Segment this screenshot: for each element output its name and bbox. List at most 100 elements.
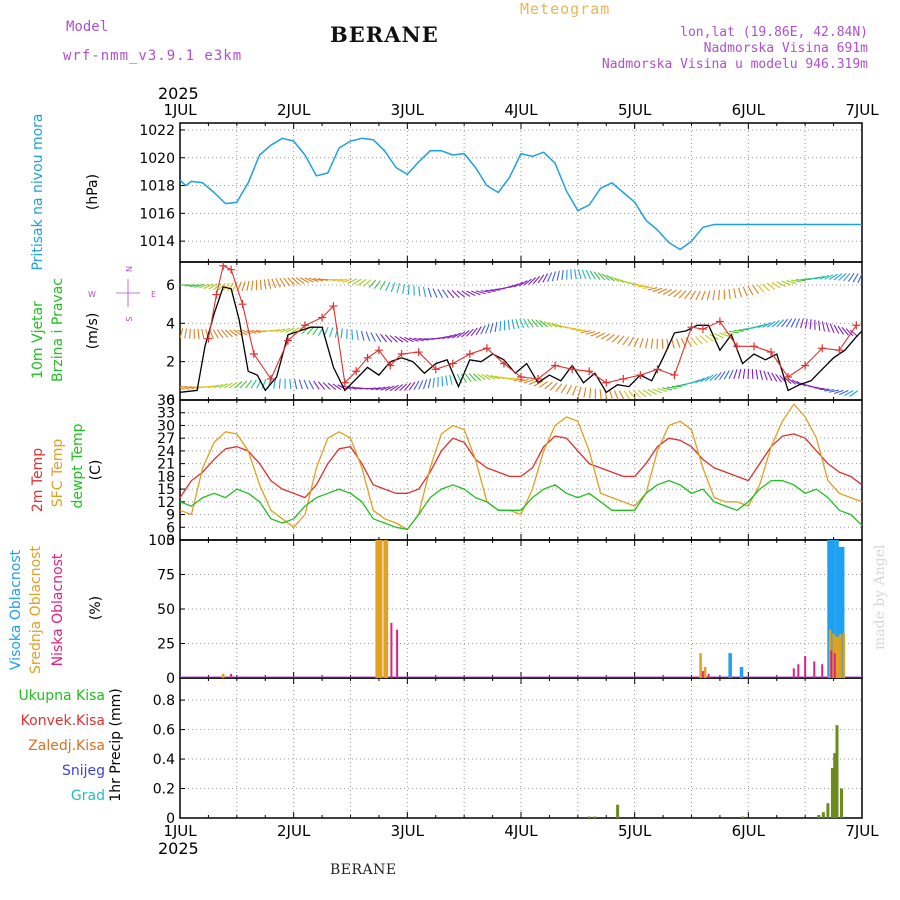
wind-arrow — [647, 287, 658, 291]
y-tick-label: 0 — [166, 393, 175, 409]
wind-arrow — [666, 386, 677, 389]
wind-arrow — [413, 380, 420, 391]
wind-arrow — [360, 330, 365, 341]
wind-arrow — [771, 372, 778, 382]
y-tick-label: 4 — [166, 316, 175, 332]
wind-arrow — [606, 274, 615, 282]
wind-arrow — [273, 378, 277, 389]
wind-arrow — [432, 377, 435, 388]
wind-arrow — [838, 273, 847, 281]
wind-arrow — [657, 288, 668, 294]
wind-arrow — [814, 387, 825, 390]
wind-arrow — [446, 289, 455, 299]
wind-arrow — [633, 284, 644, 286]
wind-arrow — [662, 289, 672, 295]
dewpoint-line — [179, 479, 863, 531]
wind-arrow — [733, 288, 737, 299]
mid-cloud-bar — [385, 540, 389, 678]
total-precip-bar — [593, 816, 597, 818]
wind-arrow — [733, 369, 738, 379]
wind-arrow — [441, 376, 444, 387]
wind-arrow — [828, 273, 838, 281]
low-cloud-bar — [396, 629, 399, 678]
low-cloud-bar — [792, 668, 795, 678]
wind-arrow — [790, 279, 801, 283]
y-tick-label: 0 — [166, 671, 175, 687]
wind-arrow — [549, 382, 558, 391]
gust-marker — [386, 361, 395, 370]
low-cloud-bar — [813, 661, 816, 678]
wind-arrow — [804, 318, 808, 329]
wind-arrow — [825, 322, 830, 333]
low-cloud-bar — [390, 622, 393, 678]
wind-arrow — [661, 338, 664, 349]
precip-legend-0: Ukupna Kisa — [18, 688, 105, 704]
wind-arrow — [271, 278, 276, 289]
wind-arrow — [494, 321, 498, 333]
wind-arrow — [389, 335, 398, 343]
x-tick-label-top: 4JUL — [504, 101, 538, 119]
total-precip-bar — [821, 812, 825, 818]
wind-arrow — [285, 327, 295, 334]
wind-arrow — [535, 319, 544, 328]
wind-arrow — [218, 383, 228, 389]
wind-arrow — [442, 289, 449, 299]
x-tick-label-bottom: 2JUL — [277, 822, 311, 840]
mid-cloud-bar — [834, 636, 838, 678]
y-tick-label: 9 — [166, 508, 175, 524]
gust-marker — [698, 325, 707, 334]
wind-arrow — [519, 318, 525, 329]
wind-arrow — [437, 288, 444, 299]
wind-arrow — [408, 381, 416, 391]
wind-arrow — [714, 333, 724, 339]
y-tick-label: 33 — [157, 406, 175, 422]
wind-arrow — [188, 328, 191, 339]
wind-arrow — [304, 277, 314, 283]
wind-arrow — [216, 329, 224, 339]
wind-arrow — [583, 387, 587, 398]
wind-arrow — [589, 270, 596, 280]
gust-marker — [448, 359, 457, 368]
wind-arrow — [738, 287, 743, 298]
gust-marker — [318, 313, 327, 322]
wind-arrow — [233, 329, 243, 336]
lonlat-label: lon,lat (19.86E, 42.84N) — [680, 25, 868, 40]
wind-arrow — [477, 373, 486, 381]
wind-arrow — [690, 379, 701, 384]
wind-arrow — [451, 290, 460, 298]
low-cloud-bar — [833, 653, 836, 678]
wind-arrow — [357, 278, 367, 286]
wind-arrow — [413, 337, 424, 342]
wind-arrow — [611, 334, 620, 343]
y-tick-label: 24 — [157, 444, 175, 460]
wind-arrow — [267, 278, 272, 289]
low-cloud-bar — [707, 673, 710, 678]
high-cloud-bar — [831, 540, 836, 678]
gust-marker — [852, 321, 861, 330]
x-tick-label-top: 1JUL — [163, 101, 197, 119]
y-tick-label: 1020 — [139, 151, 175, 167]
wind-arrow — [241, 281, 246, 292]
wind-arrow — [220, 329, 229, 338]
wind-arrow — [678, 290, 687, 299]
wind-arrow — [513, 378, 524, 381]
cloud-label-high: Visoka Oblacnost — [8, 549, 24, 670]
wind-arrow — [280, 327, 291, 333]
wind-arrow — [259, 279, 262, 290]
gust-marker — [212, 290, 221, 299]
wind-arrow — [762, 321, 772, 328]
wind-arrow — [751, 369, 754, 380]
wind-arrow — [475, 290, 486, 295]
low-cloud-bar — [804, 655, 807, 678]
wind-arrow — [318, 381, 326, 390]
wind-arrow — [539, 381, 548, 388]
wind-arrow — [657, 387, 668, 393]
wind-arrow — [714, 372, 722, 381]
wind-arrow — [561, 269, 564, 281]
total-precip-bar — [830, 767, 834, 818]
wind-arrow — [577, 269, 582, 280]
gust-marker — [227, 265, 236, 274]
high-cloud-bar — [840, 546, 845, 678]
wind-arrow — [759, 369, 763, 380]
wind-arrow — [809, 319, 812, 330]
